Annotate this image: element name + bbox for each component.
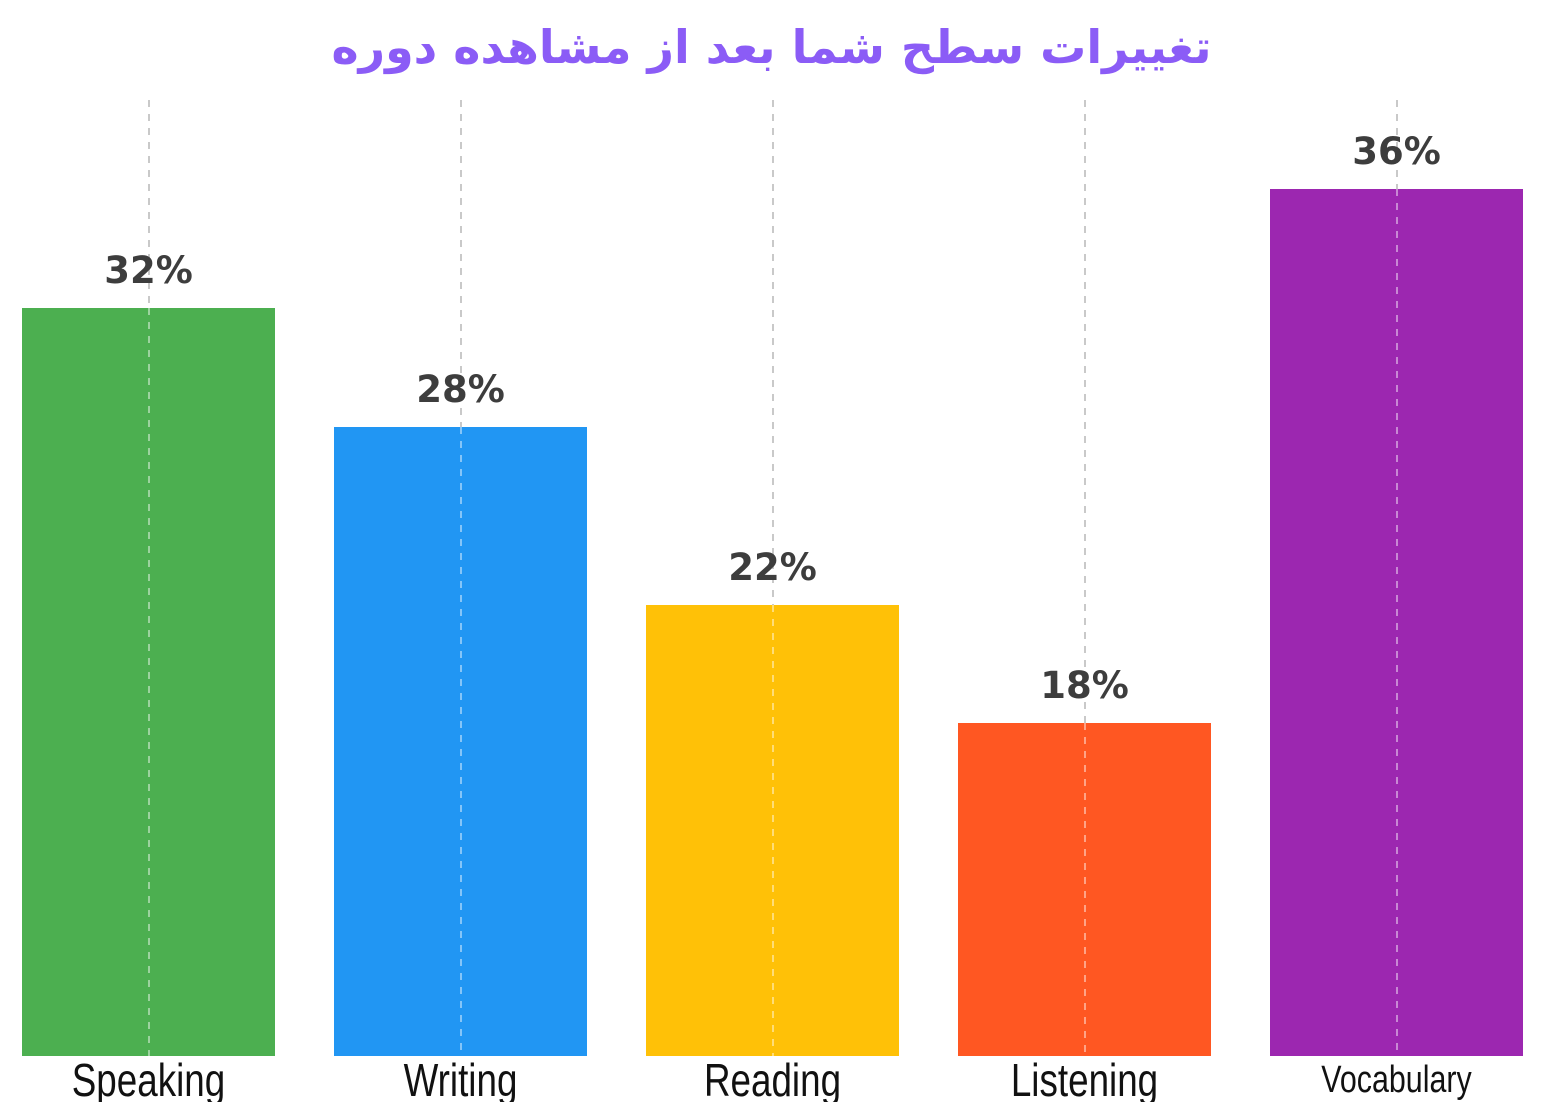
bar: [1270, 189, 1523, 1056]
bar: [958, 723, 1211, 1056]
bar: [22, 308, 275, 1056]
x-axis-label: Writing: [403, 1054, 518, 1102]
gridline-over-bar: [1395, 189, 1398, 1056]
gridline-upper: [1083, 100, 1086, 723]
x-axis-label: Vocabulary: [1321, 1059, 1472, 1101]
gridline-over-bar: [147, 308, 150, 1056]
gridline-upper: [459, 100, 462, 427]
bar-value-label: 28%: [416, 368, 505, 411]
gridline-over-bar: [1083, 723, 1086, 1056]
gridline-upper: [771, 100, 774, 605]
bar-column: 32% Speaking: [22, 100, 275, 1102]
x-axis-label: Speaking: [71, 1054, 226, 1102]
bar-column: 18% Listening: [958, 100, 1211, 1102]
x-axis-label: Listening: [1010, 1054, 1159, 1102]
gridline-upper: [147, 100, 150, 308]
bar-column: 22% Reading: [646, 100, 899, 1102]
x-axis-label: Reading: [703, 1054, 842, 1102]
gridline-over-bar: [771, 605, 774, 1056]
bar-value-label: 22%: [728, 546, 817, 589]
bar: [334, 427, 587, 1056]
bar-chart: 32% Speaking 28% Writing 22% Reading 18%…: [0, 100, 1543, 1102]
bar-value-label: 18%: [1040, 664, 1129, 707]
gridline-over-bar: [459, 427, 462, 1056]
bar-column: 36% Vocabulary: [1270, 100, 1523, 1101]
chart-title: تغییرات سطح شما بعد از مشاهده دوره: [331, 20, 1212, 74]
gridline-upper: [1395, 100, 1398, 189]
bar-column: 28% Writing: [334, 100, 587, 1102]
bar-value-label: 32%: [104, 249, 193, 292]
bar: [646, 605, 899, 1056]
bar-value-label: 36%: [1352, 130, 1441, 173]
